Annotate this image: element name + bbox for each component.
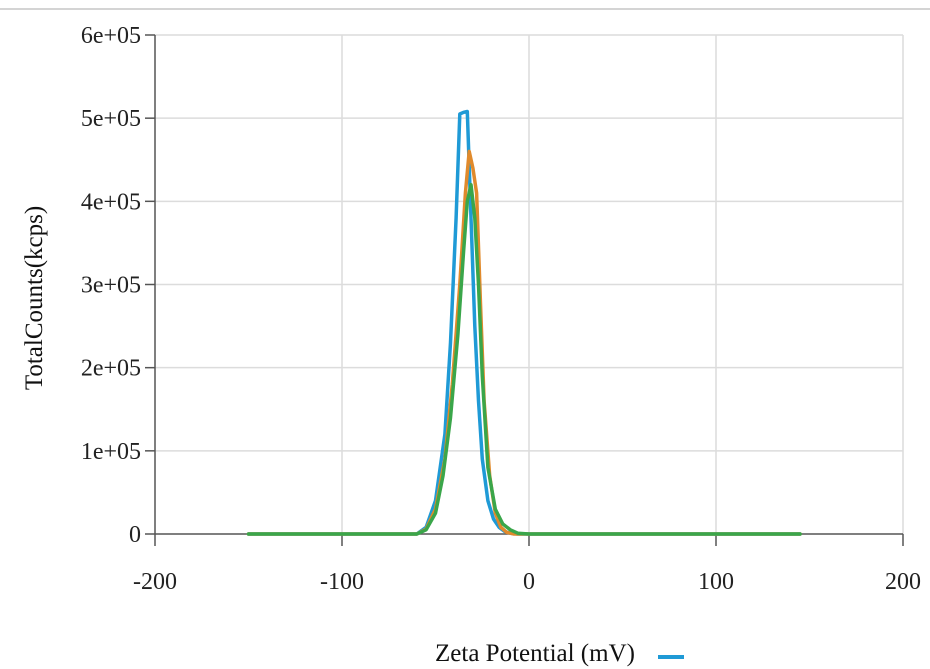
x-axis-title: Zeta Potential (mV)	[435, 640, 635, 667]
series-line-2	[246, 149, 802, 536]
x-tick-labels: -200 -100 0 100 200	[133, 569, 921, 595]
x-tick-label: -200	[133, 569, 177, 595]
series-line-3	[246, 182, 802, 536]
x-tick-label: 0	[523, 569, 535, 595]
y-axis-title: TotalCounts(kcps)	[21, 206, 48, 390]
y-tick-label: 4e+05	[81, 189, 141, 215]
y-tick-label: 1e+05	[81, 439, 141, 465]
x-tick-label: -100	[320, 569, 364, 595]
y-tick-labels: 0 1e+05 2e+05 3e+05 4e+05 5e+05 6e+05	[81, 23, 141, 548]
y-tick-label: 0	[129, 522, 141, 548]
y-tick-label: 3e+05	[81, 273, 141, 299]
series-line-1	[246, 109, 802, 536]
y-tick-label: 2e+05	[81, 356, 141, 382]
x-tick-label: 200	[885, 569, 921, 595]
y-tick-label: 6e+05	[81, 23, 141, 49]
axes	[145, 34, 904, 546]
x-tick-label: 100	[698, 569, 734, 595]
series-lines	[246, 109, 802, 536]
grid	[155, 34, 904, 534]
y-tick-label: 5e+05	[81, 106, 141, 132]
